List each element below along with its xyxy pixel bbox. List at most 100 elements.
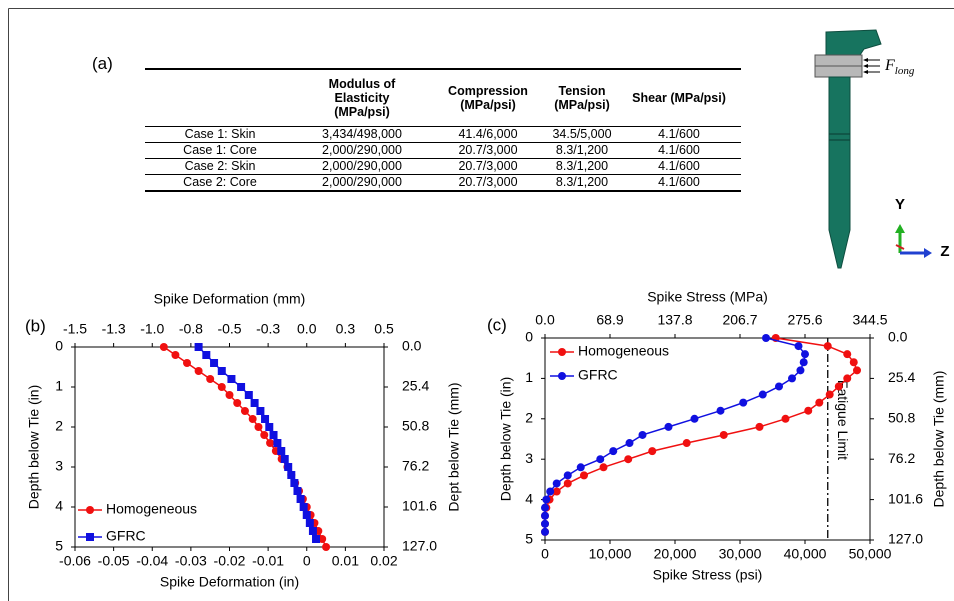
table-cell: 4.1/600 — [658, 143, 700, 157]
x2-tick-label: 0.0 — [297, 321, 317, 337]
header-cell: Tension (MPa/psi) — [554, 84, 610, 112]
data-point — [322, 543, 331, 551]
header-cell: Shear (MPa/psi) — [632, 91, 726, 105]
y-tick-label: 4 — [525, 490, 533, 506]
data-point — [648, 447, 657, 456]
y2-tick-label: 76.2 — [888, 450, 915, 466]
data-point — [576, 463, 585, 472]
data-point — [250, 399, 259, 407]
reference-label: Fatigue Limit — [835, 380, 851, 460]
table-cell: 4.1/600 — [658, 175, 700, 189]
table-cell: 20.7/3,000 — [458, 159, 518, 173]
table-cell: 20.7/3,000 — [458, 175, 518, 189]
data-point — [563, 471, 572, 480]
data-point — [804, 406, 813, 415]
data-point — [563, 479, 572, 488]
data-point — [541, 519, 549, 528]
table-row: Case 1: Skin 3,434/498,000 41.4/6,000 34.5/… — [145, 126, 741, 142]
force-label: Flong — [884, 57, 915, 77]
data-point — [171, 351, 180, 359]
y-tick-label: 1 — [525, 369, 533, 385]
table-cell: 4.1/600 — [658, 159, 700, 173]
x-tick-label: 0 — [303, 553, 311, 569]
data-point — [277, 447, 286, 455]
legend-marker — [558, 372, 566, 380]
x2-tick-label: -0.3 — [256, 321, 280, 337]
axis-y-head — [895, 224, 905, 233]
y2-tick-label: 127.0 — [402, 538, 437, 554]
table-cell: 4.1/600 — [658, 127, 700, 141]
table-cell: 8.3/1,200 — [555, 143, 609, 157]
data-point — [541, 511, 549, 520]
legend-marker — [558, 348, 566, 356]
y2-axis-title: Dept below Tie (mm) — [446, 382, 462, 511]
data-point — [290, 479, 299, 487]
y2-tick-label: 0.0 — [402, 338, 422, 354]
data-point — [318, 535, 327, 543]
data-point — [638, 430, 647, 439]
y2-tick-label: 76.2 — [402, 458, 429, 474]
table-row: Case 2: Core 2,000/290,000 20.7/3,000 8.3/1… — [145, 174, 741, 192]
data-point — [794, 342, 803, 351]
data-point — [755, 422, 764, 431]
data-point — [825, 390, 834, 399]
y-axis-title: Depth below Tie (in) — [26, 385, 42, 510]
force-symbol: F — [884, 57, 895, 74]
y2-axis-title: Depth below Tie (mm) — [931, 371, 947, 508]
x-axis-title: Spike Deformation (in) — [160, 574, 299, 590]
table-header: Modulus of Elasticity (MPa/psi) Compressi… — [145, 68, 741, 126]
data-point — [552, 479, 561, 488]
y2-tick-label: 127.0 — [888, 531, 923, 547]
data-point — [217, 367, 226, 375]
data-point — [299, 503, 308, 511]
arrow-head — [863, 64, 868, 68]
data-point — [302, 511, 311, 519]
data-point — [202, 351, 211, 359]
table-cell: Case 2: Skin — [184, 159, 256, 173]
data-point — [596, 455, 605, 464]
data-point — [287, 471, 296, 479]
table-cell: 2,000/290,000 — [322, 143, 402, 157]
x2-tick-label: -1.3 — [102, 321, 126, 337]
data-point — [269, 431, 278, 439]
data-point — [758, 390, 767, 399]
data-point — [815, 398, 824, 407]
panel-label: (c) — [487, 315, 507, 334]
x-tick-label: 50,000 — [849, 546, 892, 562]
data-point — [280, 455, 289, 463]
axis-x-mark — [895, 244, 905, 250]
table-cell: 8.3/1,200 — [555, 175, 609, 189]
series-line — [163, 346, 327, 548]
data-point — [781, 414, 790, 423]
data-point — [834, 382, 843, 391]
x2-tick-label: 68.9 — [596, 312, 623, 328]
data-point — [296, 495, 305, 503]
data-point — [624, 455, 633, 464]
table-label: (a) — [92, 54, 113, 73]
data-point — [293, 487, 302, 495]
data-point — [762, 334, 770, 342]
data-point — [266, 439, 275, 447]
x2-axis-title: Spike Stress (MPa) — [647, 289, 768, 305]
data-point — [237, 383, 246, 391]
series-line — [198, 346, 317, 540]
data-point — [625, 439, 634, 448]
table-row: Case 1: Core 2,000/290,000 20.7/3,000 8.3/1… — [145, 142, 741, 158]
x-tick-label: -0.02 — [214, 553, 246, 569]
data-point — [799, 358, 808, 367]
y-tick-label: 2 — [55, 418, 63, 434]
table-cell: Case 1: Core — [183, 143, 257, 157]
x-tick-label: -0.01 — [252, 553, 284, 569]
y-tick-label: 4 — [55, 498, 63, 514]
data-point — [206, 375, 215, 383]
y-tick-label: 3 — [525, 450, 533, 466]
table-cell: 34.5/5,000 — [552, 127, 612, 141]
data-point — [265, 423, 274, 431]
data-point — [546, 487, 555, 496]
x-axis-title: Spike Stress (psi) — [653, 567, 763, 583]
data-point — [183, 359, 192, 367]
x-tick-label: 10,000 — [589, 546, 632, 562]
data-point — [541, 503, 549, 512]
y-tick-label: 2 — [525, 410, 533, 426]
header-cell: Compression (MPa/psi) — [448, 84, 528, 112]
